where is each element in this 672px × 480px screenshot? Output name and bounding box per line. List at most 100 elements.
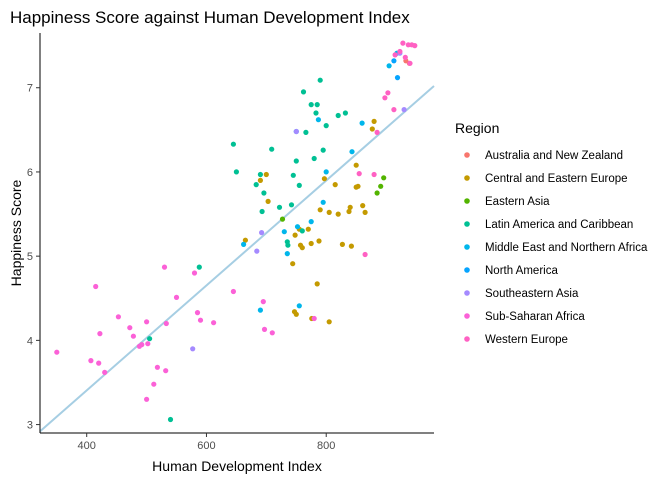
data-point — [303, 129, 309, 135]
data-point — [402, 54, 408, 61]
data-point — [335, 112, 341, 119]
data-point — [332, 182, 338, 188]
data-point — [349, 149, 355, 155]
legend-label: Western Europe — [485, 334, 568, 346]
data-point — [161, 264, 168, 270]
data-point — [316, 238, 322, 244]
data-point — [347, 204, 353, 210]
data-point — [279, 216, 286, 222]
data-point — [257, 171, 263, 178]
data-point — [371, 171, 377, 178]
legend-swatch — [464, 267, 470, 273]
data-point — [294, 224, 301, 230]
data-point — [191, 270, 198, 276]
legend-label: Sub-Saharan Africa — [485, 311, 585, 323]
data-point — [320, 199, 326, 205]
data-point — [173, 294, 180, 300]
data-point — [115, 314, 121, 320]
data-point — [139, 342, 145, 348]
data-point — [308, 219, 314, 225]
y-tick-label: 6 — [27, 167, 33, 179]
data-point — [263, 171, 269, 178]
data-point — [233, 169, 239, 175]
data-point — [97, 331, 103, 337]
legend-swatch — [464, 313, 470, 319]
data-point — [190, 346, 196, 352]
y-tick-label: 3 — [27, 420, 33, 432]
x-tick-label: 600 — [197, 440, 215, 452]
data-point — [308, 240, 314, 247]
data-point — [311, 315, 317, 322]
x-tick-label: 800 — [317, 440, 335, 452]
data-point — [144, 396, 150, 402]
data-point — [293, 128, 299, 135]
legend-title: Region — [455, 120, 499, 136]
data-point — [359, 120, 365, 126]
data-point — [317, 207, 323, 213]
data-point — [154, 364, 160, 370]
data-point — [374, 129, 380, 135]
data-point — [320, 147, 326, 153]
data-point — [339, 241, 345, 247]
data-point — [102, 369, 108, 375]
data-point — [293, 158, 299, 164]
data-point — [276, 204, 283, 210]
data-point — [392, 52, 398, 58]
data-point — [369, 126, 375, 132]
data-point — [391, 107, 397, 113]
data-point — [147, 336, 153, 342]
data-point — [259, 230, 265, 236]
data-point — [293, 311, 299, 317]
data-point — [151, 381, 157, 387]
data-point — [308, 102, 314, 108]
data-point — [299, 245, 305, 251]
data-point — [412, 43, 418, 49]
legend-swatch — [464, 244, 470, 250]
points-layer — [54, 40, 418, 423]
data-point — [382, 95, 388, 101]
data-point — [348, 243, 354, 249]
data-point — [323, 123, 329, 129]
data-point — [296, 303, 302, 309]
y-tick-label: 4 — [27, 335, 33, 347]
data-point — [311, 155, 317, 162]
trend-line — [39, 85, 435, 433]
data-point — [130, 333, 136, 339]
data-point — [259, 208, 265, 215]
data-point — [145, 341, 151, 347]
data-point — [300, 89, 307, 95]
legend-label: Latin America and Caribbean — [485, 219, 633, 231]
legend-label: Eastern Asia — [485, 196, 550, 208]
data-point — [261, 190, 267, 196]
data-point — [163, 368, 169, 374]
data-point — [362, 209, 368, 215]
data-point — [288, 202, 295, 208]
data-point — [230, 141, 236, 147]
data-point — [285, 242, 291, 248]
data-point — [360, 203, 366, 209]
data-point — [401, 107, 407, 113]
legend-label: Middle East and Northern Africa — [485, 242, 648, 254]
data-point — [144, 319, 150, 325]
data-point — [299, 228, 305, 234]
data-point — [356, 171, 362, 177]
data-point — [397, 48, 403, 55]
data-point — [196, 264, 202, 270]
data-point — [374, 190, 380, 196]
data-point — [335, 211, 341, 217]
legend-swatch — [464, 336, 470, 342]
data-point — [314, 102, 320, 108]
data-point — [394, 75, 401, 81]
legend-swatch — [464, 290, 470, 296]
y-tick-label: 7 — [27, 83, 33, 95]
data-point — [242, 237, 248, 243]
data-point — [381, 175, 387, 181]
data-point — [254, 248, 260, 254]
data-point — [315, 117, 321, 123]
data-point — [400, 40, 406, 46]
data-point — [290, 261, 296, 267]
legend-swatch — [464, 198, 470, 204]
data-point — [314, 281, 320, 287]
data-point — [326, 319, 332, 325]
